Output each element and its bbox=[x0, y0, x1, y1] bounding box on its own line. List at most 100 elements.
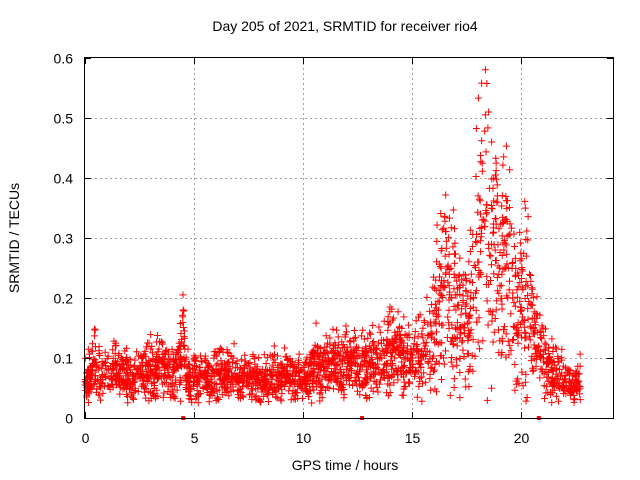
data-point-sample bbox=[273, 372, 281, 380]
data-point bbox=[475, 273, 483, 281]
data-point bbox=[246, 365, 254, 373]
data-point-sample bbox=[107, 372, 115, 380]
data-point-sample bbox=[400, 348, 408, 356]
data-point bbox=[322, 371, 330, 379]
data-point bbox=[147, 331, 155, 339]
data-point bbox=[154, 332, 162, 340]
data-point bbox=[476, 197, 484, 205]
data-point bbox=[138, 353, 146, 361]
data-point bbox=[230, 375, 238, 383]
data-point bbox=[462, 309, 470, 317]
data-point bbox=[447, 338, 455, 346]
data-point-sample bbox=[430, 318, 438, 326]
data-point bbox=[472, 172, 480, 180]
data-point bbox=[340, 343, 348, 351]
data-point bbox=[320, 356, 328, 364]
data-point bbox=[435, 320, 443, 328]
data-point bbox=[450, 375, 458, 383]
data-point bbox=[194, 399, 202, 407]
data-point bbox=[123, 344, 131, 352]
data-point bbox=[505, 286, 513, 294]
data-point bbox=[404, 342, 412, 350]
data-point-sample bbox=[517, 306, 525, 314]
data-point bbox=[376, 328, 384, 336]
data-point bbox=[461, 375, 469, 383]
data-point bbox=[492, 154, 500, 162]
data-point bbox=[177, 330, 185, 338]
data-point bbox=[414, 332, 422, 340]
data-point bbox=[350, 348, 358, 356]
data-point-sample bbox=[160, 360, 168, 368]
data-point bbox=[95, 343, 103, 351]
data-point bbox=[474, 94, 482, 102]
data-point bbox=[514, 283, 522, 291]
data-point bbox=[313, 382, 321, 390]
data-point bbox=[88, 340, 96, 348]
data-point bbox=[337, 375, 345, 383]
data-point bbox=[384, 326, 392, 334]
data-point-sample bbox=[434, 306, 442, 314]
data-point bbox=[329, 385, 337, 393]
data-point bbox=[295, 381, 303, 389]
data-point bbox=[179, 313, 187, 321]
data-point bbox=[260, 393, 268, 401]
data-point bbox=[505, 351, 513, 359]
data-point-sample bbox=[116, 372, 124, 380]
data-point bbox=[492, 198, 500, 206]
data-point bbox=[217, 357, 225, 365]
data-point bbox=[265, 398, 273, 406]
data-point bbox=[154, 348, 162, 356]
data-point bbox=[483, 396, 491, 404]
data-point bbox=[541, 394, 548, 402]
data-point bbox=[467, 289, 475, 297]
data-point bbox=[97, 384, 105, 392]
data-point bbox=[333, 326, 341, 334]
data-point bbox=[503, 250, 511, 258]
data-point-sample bbox=[496, 264, 504, 272]
data-point bbox=[298, 394, 306, 402]
data-point bbox=[350, 326, 358, 334]
data-point bbox=[518, 274, 526, 282]
data-point bbox=[218, 376, 226, 384]
data-point bbox=[484, 124, 492, 132]
data-point bbox=[455, 301, 463, 309]
data-point bbox=[410, 334, 418, 342]
data-point bbox=[456, 394, 464, 402]
data-point bbox=[415, 377, 423, 385]
data-point bbox=[444, 313, 452, 321]
data-point bbox=[324, 349, 332, 357]
data-point-sample bbox=[90, 360, 98, 368]
data-point bbox=[370, 341, 378, 349]
data-point bbox=[333, 361, 341, 369]
data-point-sample bbox=[251, 372, 259, 380]
data-point-sample bbox=[264, 378, 272, 386]
data-point bbox=[98, 364, 106, 372]
data-point bbox=[424, 332, 432, 340]
data-point bbox=[442, 191, 450, 199]
data-point-sample bbox=[526, 300, 534, 308]
data-point bbox=[502, 192, 510, 200]
data-point bbox=[339, 371, 347, 379]
data-point bbox=[472, 125, 480, 133]
data-point bbox=[190, 356, 198, 364]
data-point bbox=[318, 394, 326, 402]
data-point bbox=[355, 368, 363, 376]
data-point-sample bbox=[85, 372, 93, 380]
data-point bbox=[227, 379, 235, 387]
data-point-sample bbox=[173, 360, 181, 368]
data-point-sample bbox=[413, 348, 421, 356]
data-point bbox=[507, 346, 515, 354]
data-point bbox=[385, 342, 393, 350]
data-point bbox=[433, 328, 441, 336]
data-point bbox=[394, 328, 402, 336]
data-point bbox=[566, 391, 574, 399]
data-point bbox=[522, 397, 530, 405]
data-point-sample bbox=[487, 252, 495, 260]
data-point bbox=[364, 334, 372, 342]
data-point bbox=[483, 297, 491, 305]
data-point bbox=[176, 353, 184, 361]
data-point bbox=[444, 261, 452, 269]
data-point bbox=[520, 323, 528, 331]
data-point bbox=[418, 397, 426, 405]
data-point bbox=[129, 370, 137, 378]
